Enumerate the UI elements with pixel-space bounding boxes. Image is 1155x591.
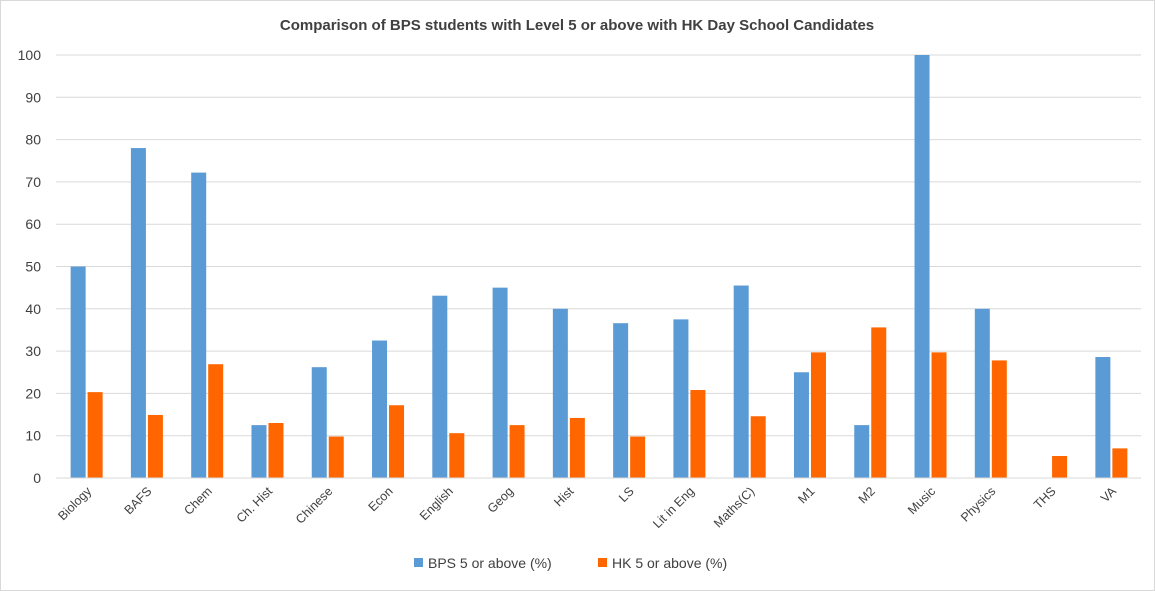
y-tick-label: 10 (25, 428, 41, 444)
y-tick-label: 30 (25, 343, 41, 359)
bps-bar-hist (552, 308, 568, 478)
hk-bar-lit-in-eng (690, 390, 706, 478)
hk-bar-m1 (810, 352, 826, 478)
hk-bar-bafs (147, 414, 163, 478)
y-tick-label: 90 (25, 89, 41, 105)
x-category-label: M2 (856, 484, 878, 506)
bps-bar-biology (70, 266, 86, 478)
y-tick-label: 70 (25, 174, 41, 190)
hk-bar-geog (509, 425, 525, 478)
bps-bar-physics (974, 308, 990, 478)
y-tick-label: 0 (33, 470, 41, 486)
hk-bar-va (1112, 448, 1128, 478)
legend: BPS 5 or above (%) HK 5 or above (%) (414, 555, 727, 571)
bps-bar-ls (613, 323, 629, 478)
bps-bar-lit-in-eng (673, 319, 689, 478)
y-tick-label: 40 (25, 301, 41, 317)
x-category-label: Lit in Eng (650, 484, 697, 531)
x-category-label: Chinese (293, 484, 335, 526)
bps-bar-geog (492, 287, 508, 478)
x-category-label: M1 (795, 484, 817, 506)
y-tick-label: 50 (25, 259, 41, 275)
gridlines (56, 54, 1141, 437)
bps-bar-music (914, 55, 930, 478)
legend-swatch-bps (414, 558, 423, 567)
y-tick-label: 80 (25, 132, 41, 148)
x-axis-labels: Biology BAFS Chem Ch. Hist Chinese Econ Englis… (55, 484, 1119, 531)
y-axis-ticks: 0 10 20 30 40 50 60 70 80 90 100 (18, 47, 42, 486)
x-category-label: Music (905, 484, 938, 517)
bps-bar-va (1095, 357, 1111, 478)
legend-swatch-hk (598, 558, 607, 567)
hk-bar-hist (569, 417, 585, 478)
x-category-label: Biology (55, 484, 94, 523)
legend-label-bps: BPS 5 or above (%) (428, 555, 552, 571)
x-category-label: Chem (181, 484, 214, 517)
x-category-label: Hist (551, 484, 576, 509)
bps-bar-m2 (854, 425, 870, 478)
legend-label-hk: HK 5 or above (%) (612, 555, 727, 571)
bps-bar-ch-hist (251, 425, 267, 478)
hk-bar-chinese (328, 436, 344, 478)
x-category-label: Ch. Hist (234, 484, 276, 526)
hk-bar-ls (630, 436, 646, 478)
bps-bar-english (432, 295, 448, 478)
hk-bar-physics (991, 360, 1007, 478)
hk-bar-chem (208, 364, 224, 478)
x-category-label: English (417, 484, 456, 523)
x-category-label: LS (616, 484, 637, 505)
hk-bar-ths (1052, 456, 1068, 478)
x-category-label: Physics (958, 484, 998, 524)
bps-bar-chinese (311, 367, 327, 478)
bps-bar-maths-c (733, 285, 749, 478)
bps-bar-m1 (793, 372, 809, 478)
x-category-label: Maths(C) (711, 484, 757, 530)
x-category-label: VA (1098, 484, 1120, 506)
x-category-label: Geog (485, 484, 517, 516)
bps-bar-econ (372, 340, 388, 478)
hk-bar-m2 (871, 327, 887, 478)
chart-title: Comparison of BPS students with Level 5 … (280, 17, 874, 34)
hk-bar-ch-hist (268, 423, 284, 478)
hk-bar-econ (389, 405, 405, 478)
bps-bar-bafs (130, 148, 146, 478)
x-category-label: THS (1031, 484, 1059, 512)
bps-bar-chem (191, 172, 207, 478)
hk-bar-music (931, 352, 947, 478)
hk-bar-biology (87, 392, 103, 478)
x-category-label: Econ (366, 484, 396, 514)
hk-bar-english (449, 433, 465, 478)
bars (70, 55, 1128, 478)
hk-bar-maths-c (750, 416, 766, 478)
y-tick-label: 100 (18, 47, 42, 63)
x-category-label: BAFS (122, 484, 155, 517)
y-tick-label: 60 (25, 216, 41, 232)
y-tick-label: 20 (25, 385, 41, 401)
